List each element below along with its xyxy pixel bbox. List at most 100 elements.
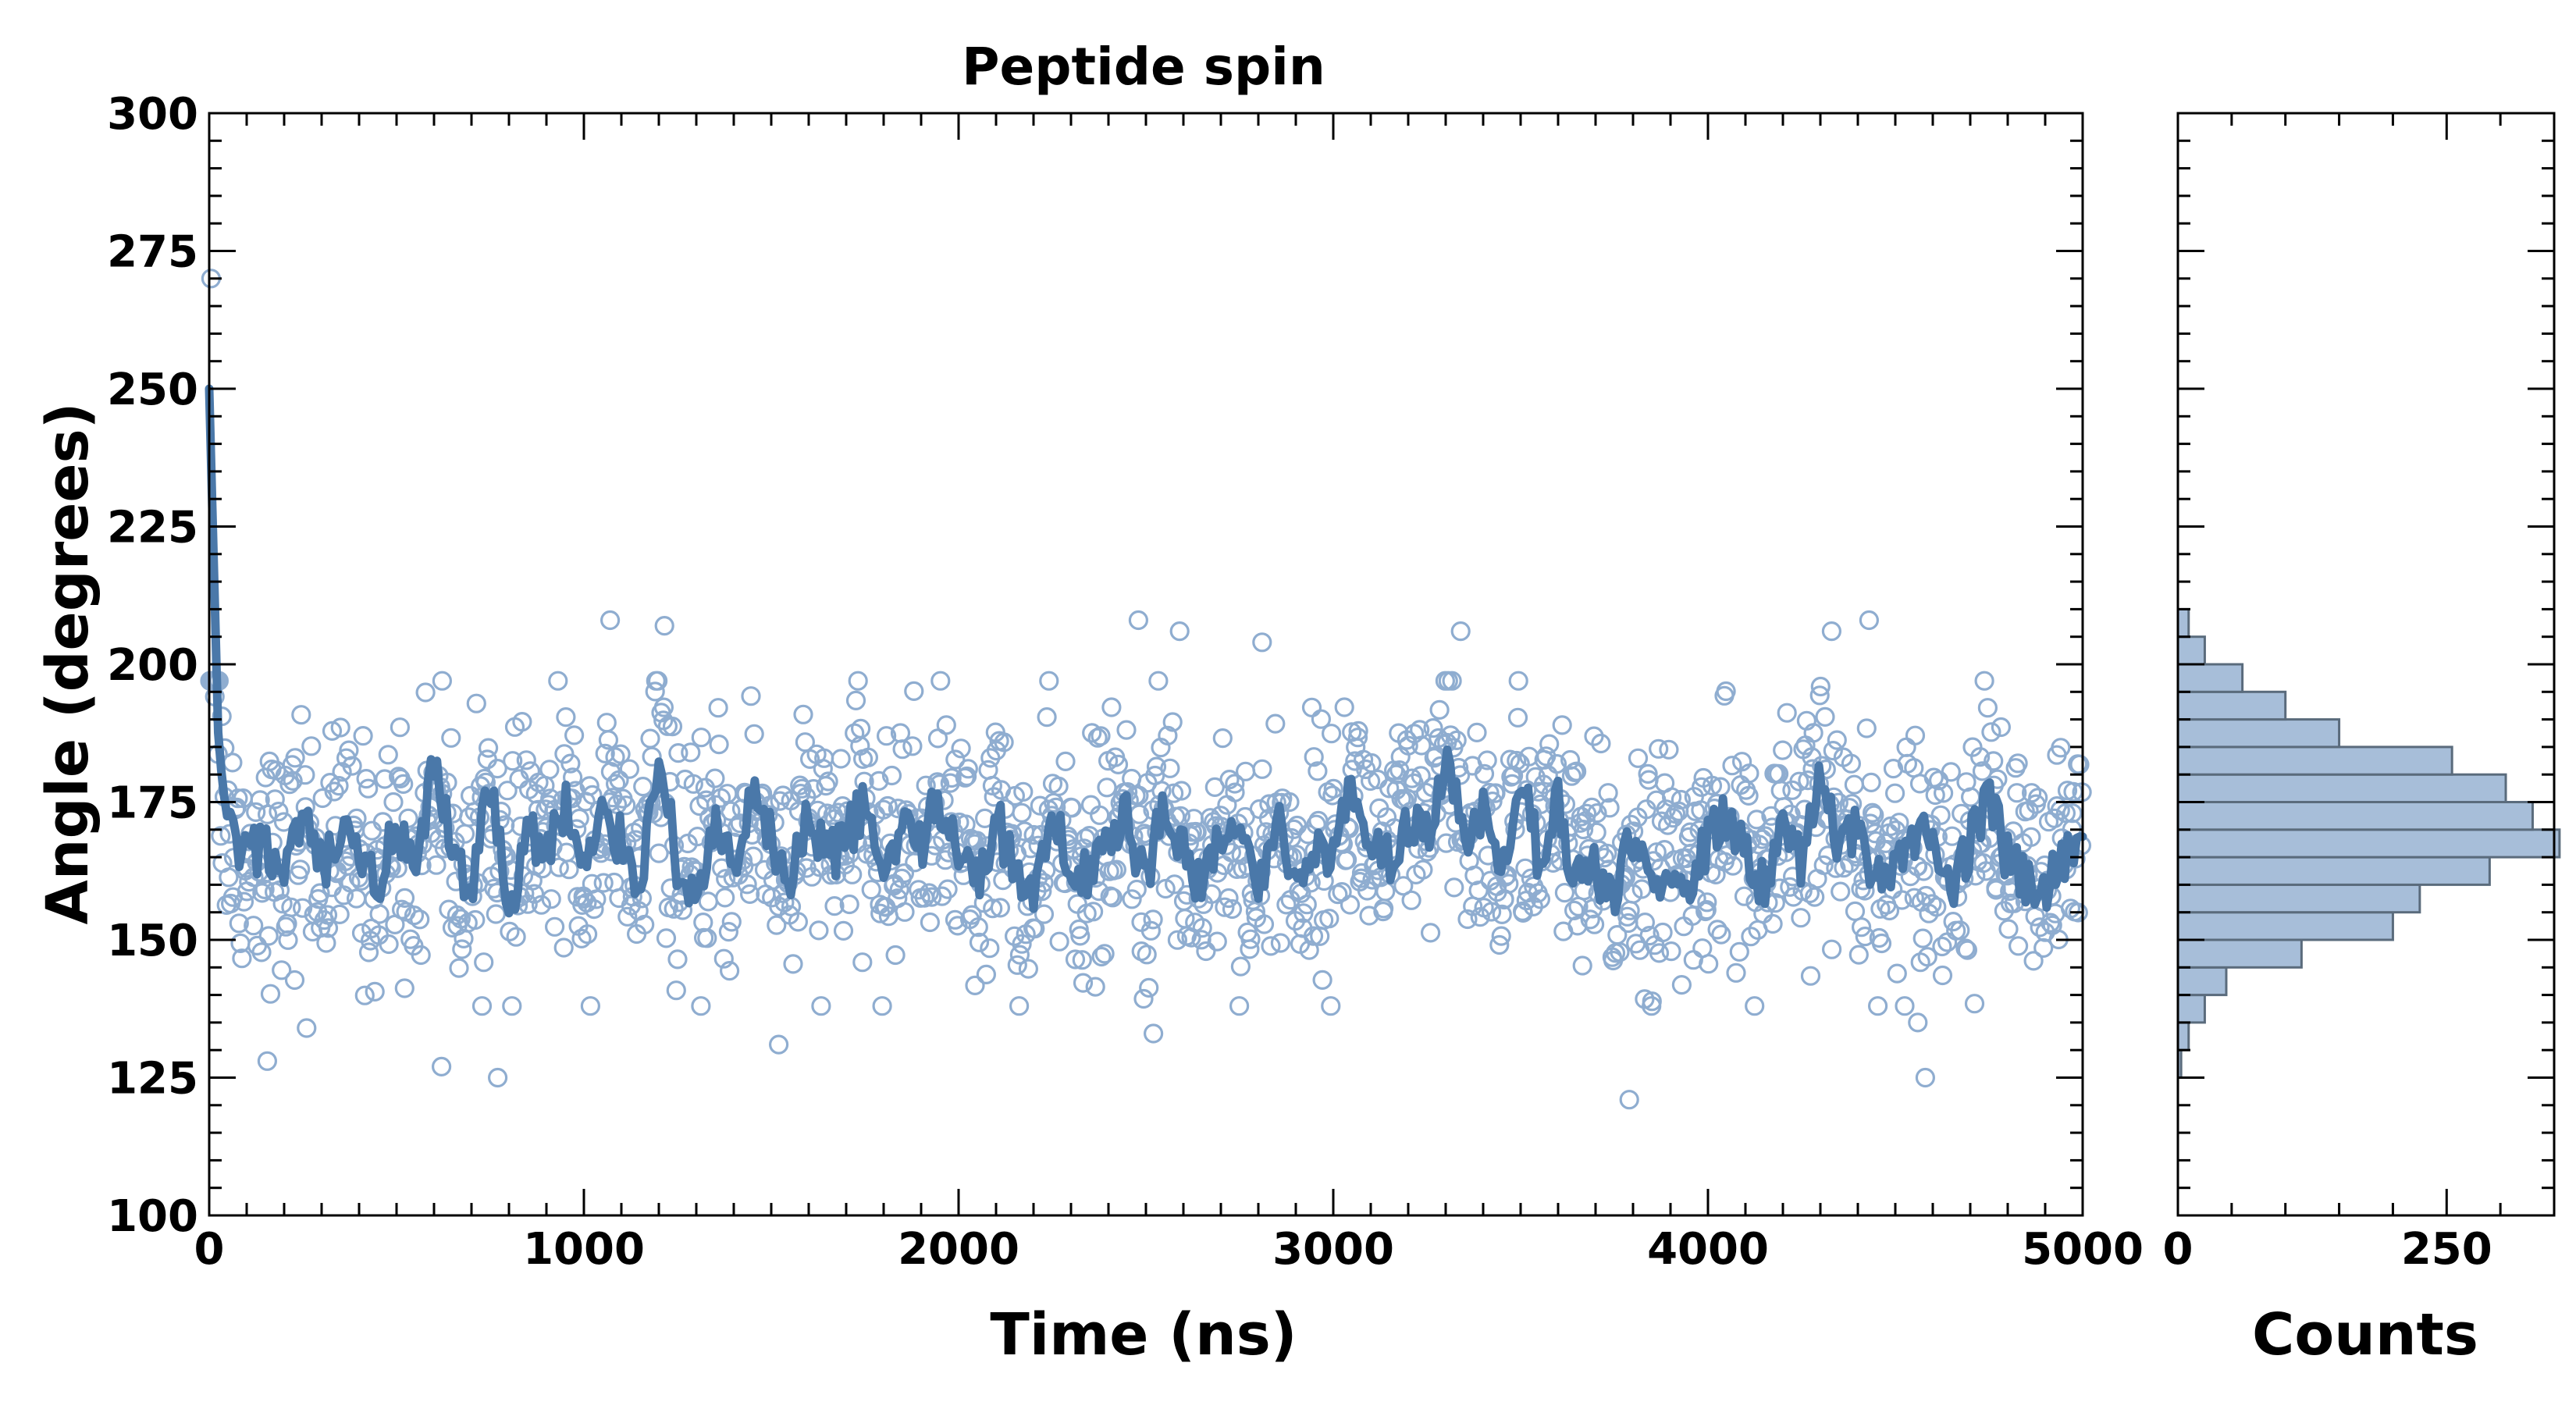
scatter-point (1789, 771, 1809, 792)
scatter-point (1950, 920, 1970, 941)
scatter-point (945, 749, 966, 770)
scatter-point (246, 802, 266, 823)
scatter-point (390, 717, 411, 738)
scatter-point (1895, 996, 1915, 1016)
scatter-point (1126, 879, 1147, 900)
scatter-point (941, 767, 962, 788)
scatter-point (1468, 881, 1489, 901)
scatter-point (1048, 776, 1069, 797)
scatter-point (1883, 758, 1904, 779)
scatter-point (1844, 774, 1864, 795)
scatter-point (1932, 965, 1953, 986)
scatter-point (842, 864, 863, 884)
scatter-point (848, 671, 868, 691)
y-tick-label: 250 (107, 365, 198, 415)
scatter-point (1841, 753, 1861, 774)
scatter-point (544, 916, 565, 937)
scatter-point (1018, 959, 1039, 979)
scatter-point (1809, 685, 1830, 706)
scatter-point (432, 671, 453, 691)
histogram-bar (2176, 966, 2228, 997)
scatter-point (1158, 725, 1178, 746)
scatter-point (2008, 753, 2028, 774)
scatter-point (1137, 945, 1157, 965)
scatter-point (1998, 919, 2019, 939)
scatter-point (1474, 763, 1495, 784)
y-tick-label: 150 (107, 916, 198, 966)
histogram-x-tick-label: 0 (2163, 1224, 2194, 1275)
scatter-point (318, 918, 339, 938)
scatter-point (1692, 777, 1712, 797)
scatter-point (1974, 671, 1994, 691)
scatter-point (951, 738, 971, 759)
scatter-point (353, 725, 373, 746)
scatter-point (1196, 941, 1216, 962)
scatter-point (556, 706, 576, 728)
scatter-point (560, 753, 581, 774)
x-tick-label: 1000 (523, 1224, 645, 1275)
scatter-point (415, 682, 436, 703)
scatter-point (1803, 723, 1823, 743)
scatter-point (809, 920, 829, 941)
scatter-point (404, 905, 425, 926)
x-axis-label: Time (ns) (990, 1301, 1297, 1368)
scatter-point (474, 952, 494, 973)
scatter-point (1025, 918, 1045, 939)
scatter-point (233, 891, 254, 912)
scatter-point (1444, 877, 1464, 898)
scatter-point (394, 888, 415, 909)
scatter-point (554, 744, 575, 764)
scatter-point (793, 704, 813, 724)
scatter-point (1410, 720, 1430, 740)
scatter-point (598, 730, 619, 750)
scatter-point (653, 697, 674, 717)
scatter-point (1073, 973, 1094, 993)
scatter-point (1303, 926, 1324, 946)
scatter-point (1868, 996, 1888, 1016)
scatter-point (354, 985, 375, 1005)
scatter-point (962, 905, 982, 925)
scatter-point (1229, 996, 1250, 1016)
scatter-point (1639, 925, 1660, 946)
scatter-point (672, 900, 693, 920)
scatter-point (743, 846, 763, 866)
scatter-point (1108, 754, 1129, 775)
scatter-point (1513, 902, 1533, 923)
scatter-point (1143, 1023, 1164, 1044)
scatter-point (1871, 933, 1892, 954)
histogram-bar (2176, 994, 2206, 1024)
scatter-point (1311, 709, 1332, 729)
scatter-point (1065, 949, 1086, 970)
scatter-point (512, 711, 532, 732)
scatter-point (1055, 751, 1076, 772)
scatter-point (278, 930, 298, 950)
scatter-point (872, 996, 892, 1016)
scatter-point (1301, 697, 1322, 717)
scatter-point (1069, 919, 1089, 940)
scatter-point (1082, 723, 1102, 743)
scatter-point (1457, 909, 1478, 930)
scatter-point (1192, 917, 1212, 938)
scatter-point (617, 906, 638, 927)
scatter-point (1477, 750, 1497, 770)
scatter-point (1356, 759, 1376, 780)
scatter-point (297, 1018, 317, 1038)
scatter-point (1628, 748, 1649, 768)
x-tick-label: 5000 (2022, 1224, 2144, 1275)
scatter-point (2062, 803, 2083, 824)
scatter-point (1773, 740, 1793, 760)
scatter-point (358, 778, 379, 799)
scatter-point (1299, 940, 1319, 960)
scatter-point (465, 909, 486, 930)
scatter-point (716, 869, 736, 889)
scatter-point (1863, 802, 1883, 823)
scatter-point (818, 771, 838, 792)
scatter-point (1815, 706, 1835, 728)
scatter-point (320, 772, 340, 793)
scatter-point (1420, 923, 1441, 943)
scatter-point (541, 889, 561, 909)
scatter-point (1270, 933, 1291, 953)
scatter-series (200, 269, 2092, 1110)
